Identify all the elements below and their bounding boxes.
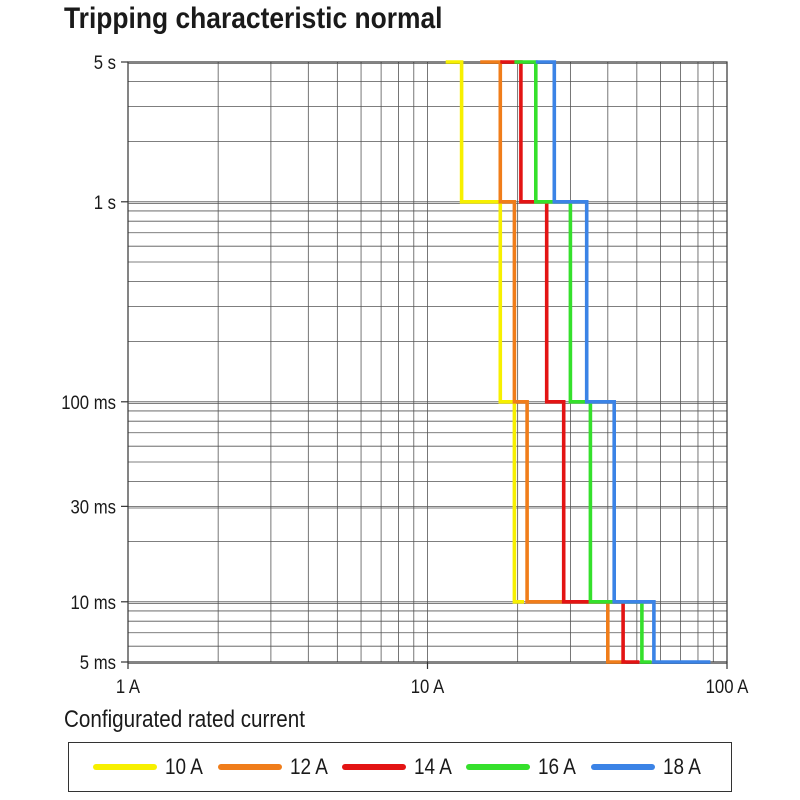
y-tick-label: 100 ms [61,392,116,413]
chart-title: Tripping characteristic normal [64,2,443,35]
x-tick-label: 10 A [411,676,445,697]
axis-labels: 5 s 1 s 100 ms 30 ms 10 ms 5 ms1 A 10 A 100 A [61,52,748,697]
x-tick-label: 100 A [706,676,749,697]
series-line-18a [535,60,711,664]
y-tick-label: 5 ms [80,652,116,673]
tripping-chart: 5 s 1 s 100 ms 30 ms 10 ms 5 ms1 A 10 A 100 A [61,52,748,697]
series-line-16a [514,60,652,664]
y-tick-label: 30 ms [71,496,117,517]
y-tick-label: 1 s [94,192,116,213]
legend-label: 10 A [165,754,204,779]
legend-item: 18 A [590,754,707,780]
legend-label: 16 A [538,754,577,779]
series-line-12a [480,60,626,664]
grid-minor-lines [127,61,727,663]
legend-label: 18 A [662,754,701,779]
y-tick-label: 10 ms [71,592,117,613]
legend-swatch [590,764,655,770]
legend-swatch [341,764,406,770]
legend: 10 A 12 A 14 A 16 A 18 A [68,742,732,792]
series-layer [445,60,711,664]
legend-label: 12 A [289,754,328,779]
series-line-10a [445,60,524,604]
axis-ticks [121,61,728,669]
legend-item: 16 A [466,754,582,780]
x-tick-label: 1 A [116,676,140,697]
legend-swatch [93,764,158,770]
y-tick-label: 5 s [94,52,116,73]
legend-item: 12 A [217,754,334,780]
legend-item: 10 A [93,754,209,780]
legend-label: 14 A [413,754,452,779]
legend-swatch [217,764,282,770]
legend-swatch [466,764,531,770]
series-line-14a [500,60,640,664]
legend-title: Configurated rated current [64,706,305,733]
legend-item: 14 A [341,754,458,780]
